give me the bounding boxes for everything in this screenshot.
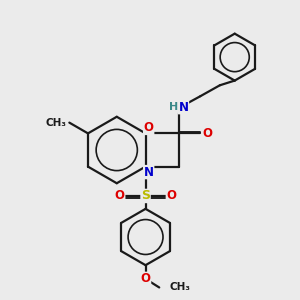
Text: N: N [144, 166, 154, 178]
Text: N: N [178, 101, 188, 114]
Text: O: O [202, 127, 212, 140]
Text: O: O [115, 190, 125, 202]
Text: O: O [144, 122, 154, 134]
Text: CH₃: CH₃ [169, 283, 190, 292]
Text: O: O [167, 190, 176, 202]
Text: S: S [141, 190, 150, 202]
Text: H: H [169, 102, 178, 112]
Text: CH₃: CH₃ [45, 118, 66, 128]
Text: O: O [140, 272, 151, 285]
